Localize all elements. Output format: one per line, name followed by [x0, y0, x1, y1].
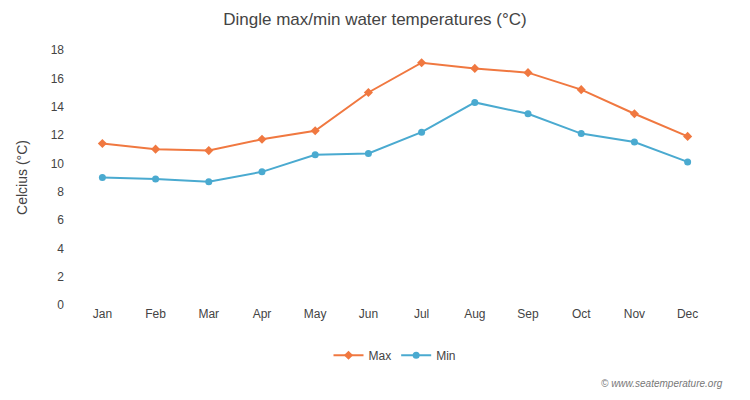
svg-text:Min: Min	[436, 349, 455, 363]
svg-text:8: 8	[57, 185, 64, 199]
svg-text:4: 4	[57, 242, 64, 256]
svg-text:Nov: Nov	[624, 307, 645, 321]
svg-text:Oct: Oct	[572, 307, 591, 321]
svg-text:16: 16	[51, 72, 65, 86]
svg-text:Jan: Jan	[93, 307, 112, 321]
svg-text:May: May	[304, 307, 327, 321]
svg-text:Feb: Feb	[145, 307, 166, 321]
svg-text:Max: Max	[369, 349, 392, 363]
svg-text:0: 0	[57, 298, 64, 312]
svg-text:Jul: Jul	[414, 307, 429, 321]
svg-text:Jun: Jun	[359, 307, 378, 321]
svg-text:12: 12	[51, 128, 65, 142]
svg-text:Dingle max/min water temperatu: Dingle max/min water temperatures (°C)	[223, 10, 526, 29]
svg-text:2: 2	[57, 270, 64, 284]
svg-text:14: 14	[51, 100, 65, 114]
svg-text:10: 10	[51, 157, 65, 171]
svg-text:Celcius (°C): Celcius (°C)	[14, 140, 30, 215]
svg-text:6: 6	[57, 213, 64, 227]
svg-text:Aug: Aug	[464, 307, 485, 321]
svg-text:© www.seatemperature.org: © www.seatemperature.org	[601, 378, 723, 389]
svg-text:Mar: Mar	[198, 307, 219, 321]
svg-text:Dec: Dec	[677, 307, 698, 321]
svg-text:Sep: Sep	[517, 307, 539, 321]
svg-text:Apr: Apr	[253, 307, 272, 321]
svg-text:18: 18	[51, 43, 65, 57]
